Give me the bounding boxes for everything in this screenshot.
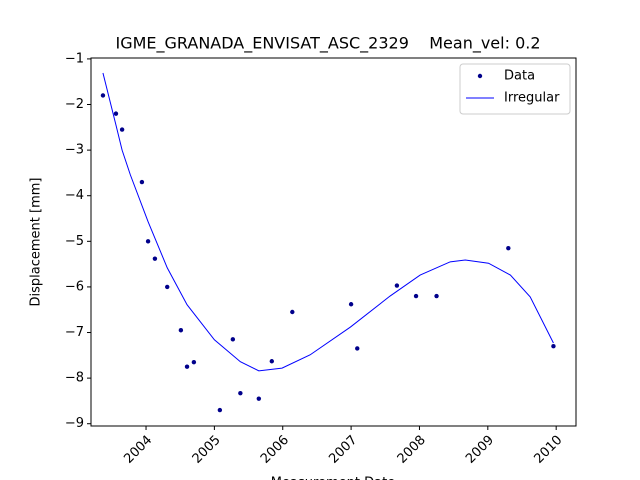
y-axis-label: Displacement [mm] <box>29 178 44 307</box>
data-point <box>413 293 419 299</box>
data-point <box>230 337 236 342</box>
data-point <box>348 302 354 307</box>
legend-label: Irregular <box>504 91 560 106</box>
data-point <box>165 284 170 290</box>
x-axis-label: Measurement Date <box>271 476 395 480</box>
data-point <box>256 396 262 401</box>
data-point <box>551 343 556 349</box>
y-tick-label: −7 <box>65 325 84 340</box>
plot-frame <box>90 57 577 427</box>
data-point <box>152 256 158 261</box>
y-tick-label: −2 <box>65 97 84 112</box>
fit-line <box>102 72 554 372</box>
y-tick-label: −6 <box>65 279 84 294</box>
y-tick-label: −3 <box>65 143 84 158</box>
data-point <box>119 127 125 132</box>
data-point <box>506 245 511 251</box>
legend-box <box>459 63 571 115</box>
x-tick-label: 2009 <box>463 433 497 467</box>
data-point <box>238 390 243 396</box>
y-tick-label: −4 <box>65 188 84 203</box>
legend-marker <box>477 73 483 79</box>
chart-title: IGME_GRANADA_ENVISAT_ASC_2329 Mean_vel: … <box>115 34 540 54</box>
data-point <box>290 309 295 315</box>
data-point <box>191 359 197 365</box>
data-point <box>145 239 151 244</box>
x-tick-label: 2004 <box>121 433 155 467</box>
data-point <box>100 93 106 98</box>
x-tick-label: 2006 <box>258 433 292 467</box>
data-point <box>394 283 400 288</box>
data-point <box>434 293 439 299</box>
y-tick-label: −1 <box>65 51 84 66</box>
y-tick-label: −9 <box>65 416 84 431</box>
data-point <box>178 328 184 333</box>
legend-label: Data <box>504 69 535 84</box>
data-point <box>184 364 190 369</box>
x-tick-label: 2010 <box>531 433 565 467</box>
x-tick-label: 2007 <box>326 433 360 467</box>
x-tick-label: 2005 <box>190 433 224 467</box>
data-point <box>269 359 275 364</box>
data-point <box>113 111 119 116</box>
data-point <box>139 179 145 185</box>
data-point <box>217 407 223 413</box>
y-tick-label: −5 <box>65 234 84 249</box>
data-point <box>355 346 360 351</box>
y-tick-label: −8 <box>65 371 84 386</box>
x-tick-label: 2008 <box>395 433 429 467</box>
